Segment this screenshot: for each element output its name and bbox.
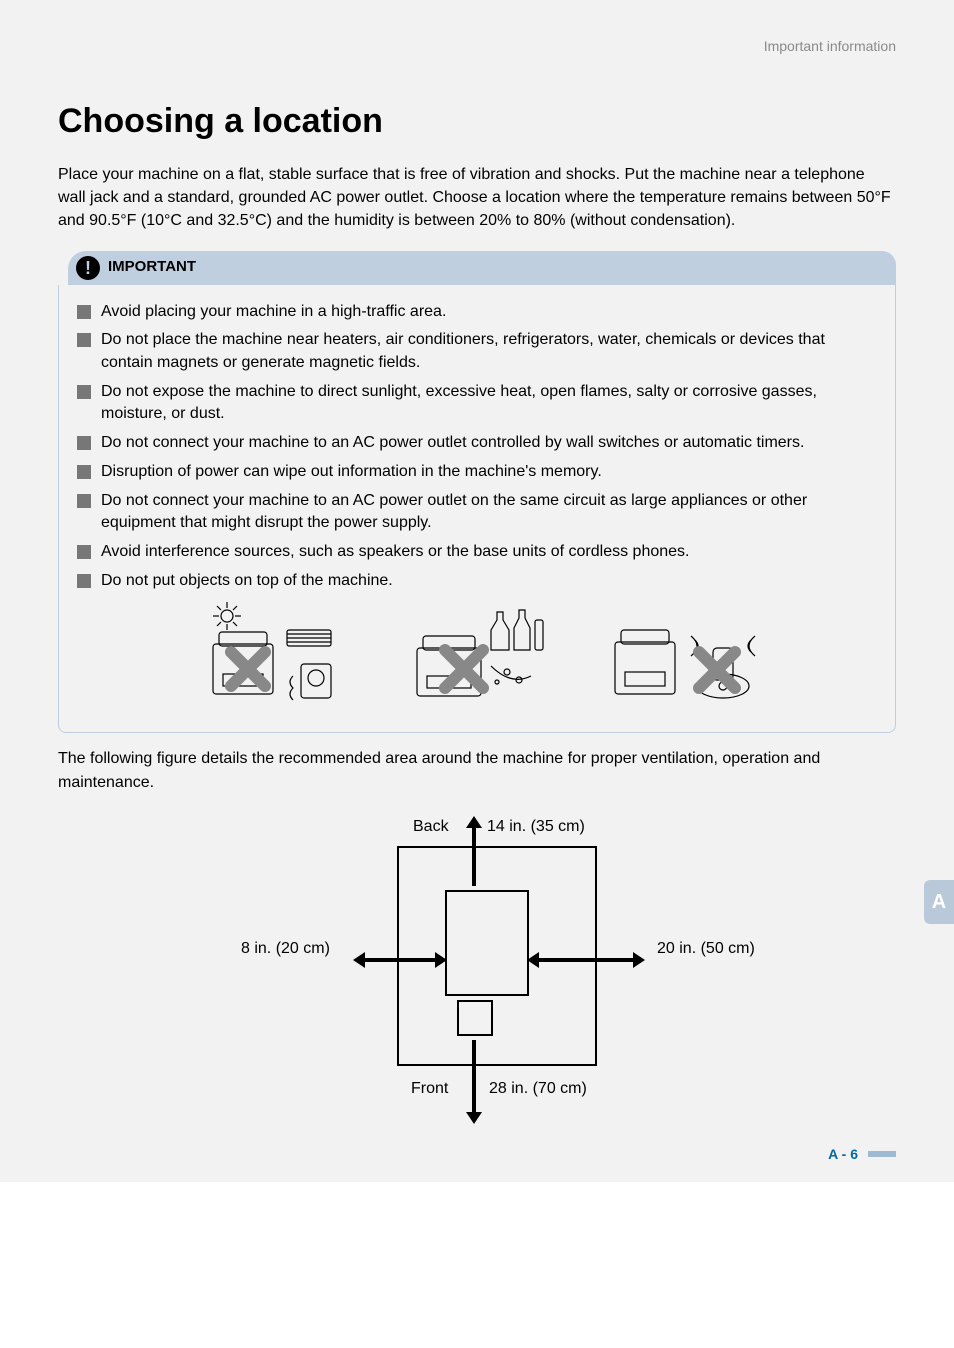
bullet-icon bbox=[77, 305, 91, 319]
list-item-text: Do not connect your machine to an AC pow… bbox=[101, 490, 877, 535]
list-item: Do not place the machine near heaters, a… bbox=[77, 329, 877, 374]
document-page: Important information Choosing a locatio… bbox=[0, 0, 954, 1182]
page-number: A - 6 bbox=[828, 1146, 858, 1162]
list-item-text: Do not place the machine near heaters, a… bbox=[101, 329, 877, 374]
section-title: Choosing a location bbox=[58, 102, 896, 141]
diagram-tray-rect bbox=[457, 1000, 493, 1036]
bullet-icon bbox=[77, 465, 91, 479]
important-header: ! IMPORTANT bbox=[58, 251, 896, 285]
list-item-text: Avoid placing your machine in a high-tra… bbox=[101, 301, 446, 324]
arrow-head-icon bbox=[527, 952, 539, 968]
list-item: Do not connect your machine to an AC pow… bbox=[77, 432, 877, 455]
diagram-inner-machine bbox=[445, 890, 529, 996]
footer-bar-icon bbox=[868, 1151, 896, 1157]
list-item-text: Disruption of power can wipe out informa… bbox=[101, 461, 602, 484]
intro-paragraph: Place your machine on a flat, stable sur… bbox=[58, 163, 896, 233]
diagram-front-label: Front bbox=[411, 1080, 448, 1098]
warning-illustration-liquids bbox=[397, 602, 557, 712]
bullet-icon bbox=[77, 436, 91, 450]
arrow-head-icon bbox=[466, 1112, 482, 1124]
arrow-left-icon bbox=[363, 958, 439, 962]
exclamation-icon: ! bbox=[85, 259, 91, 277]
list-item: Do not connect your machine to an AC pow… bbox=[77, 490, 877, 535]
bullet-icon bbox=[77, 574, 91, 588]
important-body: Avoid placing your machine in a high-tra… bbox=[58, 285, 896, 734]
page-header-category: Important information bbox=[58, 38, 896, 54]
bullet-icon bbox=[77, 333, 91, 347]
arrow-right-icon bbox=[537, 958, 637, 962]
diagram-left-value: 8 in. (20 cm) bbox=[241, 940, 330, 958]
clearance-diagram: Back 14 in. (35 cm) Front 28 in. (70 cm)… bbox=[157, 812, 797, 1132]
list-item-text: Do not put objects on top of the machine… bbox=[101, 570, 393, 593]
important-label: IMPORTANT bbox=[108, 258, 196, 275]
list-item: Disruption of power can wipe out informa… bbox=[77, 461, 877, 484]
list-item-text: Do not expose the machine to direct sunl… bbox=[101, 381, 877, 426]
section-tab: A bbox=[924, 880, 954, 924]
list-item-text: Do not connect your machine to an AC pow… bbox=[101, 432, 804, 455]
section-tab-label: A bbox=[932, 891, 946, 914]
list-item-text: Avoid interference sources, such as spea… bbox=[101, 541, 689, 564]
bullet-icon bbox=[77, 545, 91, 559]
diagram-front-value: 28 in. (70 cm) bbox=[489, 1080, 587, 1098]
page-footer: A - 6 bbox=[828, 1146, 896, 1162]
arrow-head-icon bbox=[353, 952, 365, 968]
bullet-icon bbox=[77, 494, 91, 508]
arrow-down-icon bbox=[472, 1040, 476, 1116]
warning-illustrations bbox=[77, 602, 877, 712]
arrow-head-icon bbox=[435, 952, 447, 968]
diagram-back-value: 14 in. (35 cm) bbox=[487, 818, 585, 836]
arrow-up-icon bbox=[472, 824, 476, 886]
warning-illustration-phone bbox=[601, 602, 761, 712]
list-item: Do not put objects on top of the machine… bbox=[77, 570, 877, 593]
figure-caption: The following figure details the recomme… bbox=[58, 747, 896, 793]
diagram-right-value: 20 in. (50 cm) bbox=[657, 940, 755, 958]
list-item: Avoid placing your machine in a high-tra… bbox=[77, 301, 877, 324]
important-list: Avoid placing your machine in a high-tra… bbox=[77, 301, 877, 593]
important-icon: ! bbox=[76, 256, 100, 280]
diagram-back-label: Back bbox=[413, 818, 449, 836]
arrow-head-icon bbox=[466, 816, 482, 828]
list-item: Do not expose the machine to direct sunl… bbox=[77, 381, 877, 426]
bullet-icon bbox=[77, 385, 91, 399]
warning-illustration-sunlight bbox=[193, 602, 353, 712]
arrow-head-icon bbox=[633, 952, 645, 968]
list-item: Avoid interference sources, such as spea… bbox=[77, 541, 877, 564]
important-callout: ! IMPORTANT Avoid placing your machine i… bbox=[58, 251, 896, 734]
